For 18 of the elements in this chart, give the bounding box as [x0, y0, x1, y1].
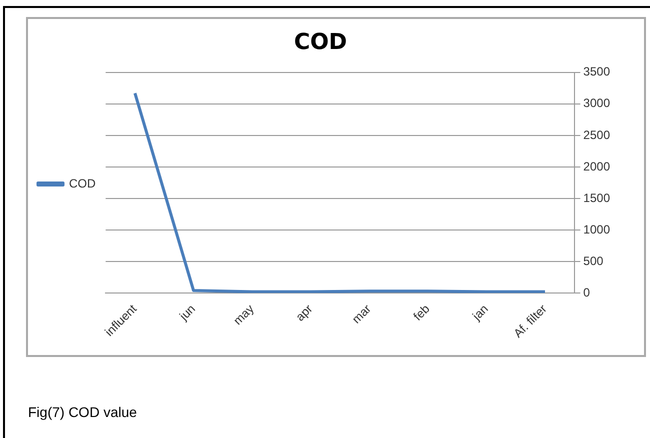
y-tick-label: 2500	[583, 128, 610, 142]
y-tick-label: 1500	[583, 190, 610, 205]
y-tick-label: 1000	[583, 222, 610, 236]
x-tick-label: Af. filter	[510, 302, 550, 340]
x-tick-label: apr	[292, 302, 316, 324]
chart-title: COD	[294, 30, 348, 55]
x-tick-label: mar	[349, 302, 374, 326]
x-tick-label: feb	[410, 301, 433, 324]
x-tick-label: jan	[468, 302, 491, 324]
y-tick-label: 3000	[583, 96, 610, 110]
y-tick-label: 3500	[583, 64, 610, 79]
text: Fig(7) COD value	[28, 404, 137, 420]
x-tick-label: jun	[176, 302, 198, 324]
x-tick-label: may	[230, 302, 257, 328]
y-tick-label: 2000	[583, 159, 610, 174]
y-tick-label: 500	[583, 254, 604, 268]
legend-label: COD	[69, 176, 96, 190]
y-tick-label: 0	[583, 285, 590, 300]
